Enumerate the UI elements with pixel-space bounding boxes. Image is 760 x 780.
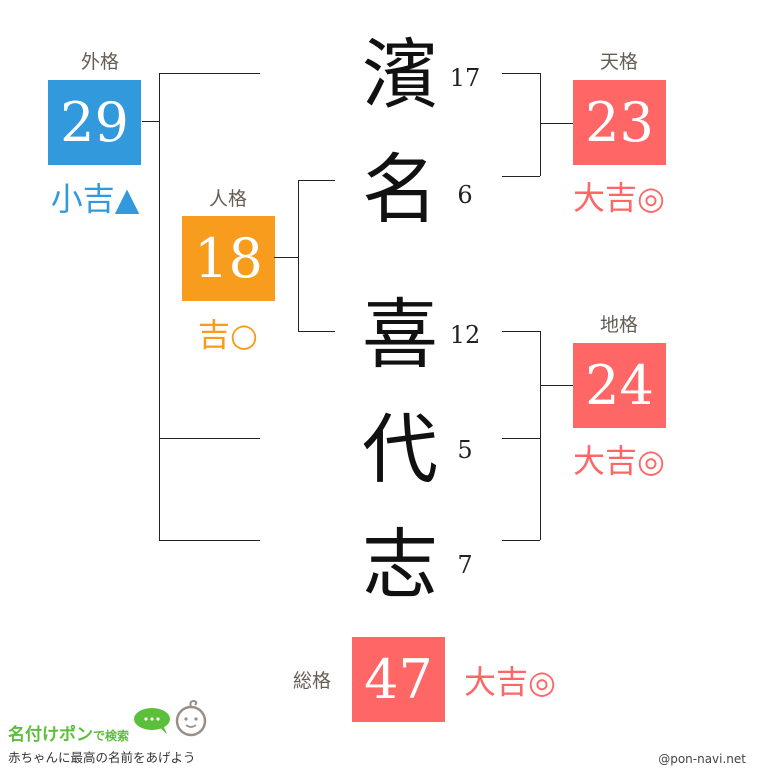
stroke-count-4: 5 — [457, 436, 473, 464]
gaikaku-value: 29 — [48, 80, 141, 165]
stroke-count-3: 12 — [449, 321, 481, 349]
name-char-2: 名 — [362, 145, 438, 234]
gaikaku-label: 外格 — [80, 51, 119, 73]
sokaku-value: 47 — [352, 637, 445, 722]
stroke-count-1: 17 — [449, 64, 481, 92]
speech-bubble-icon — [134, 708, 170, 734]
tenkaku-fortune: 大吉◎ — [573, 179, 665, 217]
jinkaku-value: 18 — [182, 216, 275, 301]
name-char-1: 濱 — [362, 30, 438, 119]
jinkaku-label: 人格 — [208, 188, 247, 210]
baby-face-icon — [175, 699, 207, 737]
gaikaku-fortune: 小吉▲ — [50, 180, 140, 218]
chikaku-value: 24 — [573, 343, 666, 428]
name-char-5: 志 — [362, 520, 438, 609]
sokaku-fortune: 大吉◎ — [464, 663, 556, 701]
sokaku-label: 総格 — [292, 670, 331, 692]
jinkaku-fortune: 吉○ — [198, 316, 258, 354]
name-char-3: 喜 — [362, 290, 438, 379]
logo[interactable]: 名付けポンで検索 赤ちゃんに最高の名前をあげよう — [8, 699, 238, 770]
tenkaku-label: 天格 — [599, 51, 638, 73]
name-char-4: 代 — [362, 405, 438, 494]
stroke-count-2: 6 — [457, 181, 473, 209]
stroke-count-5: 7 — [457, 551, 473, 579]
chikaku-fortune: 大吉◎ — [573, 442, 665, 480]
logo-tagline: 赤ちゃんに最高の名前をあげよう — [8, 750, 196, 765]
chikaku-label: 地格 — [599, 314, 638, 336]
logo-title: 名付けポン — [8, 725, 93, 745]
site-credit: @pon-navi.net — [658, 752, 746, 766]
tenkaku-value: 23 — [573, 80, 666, 165]
logo-suffix: で検索 — [93, 729, 130, 743]
